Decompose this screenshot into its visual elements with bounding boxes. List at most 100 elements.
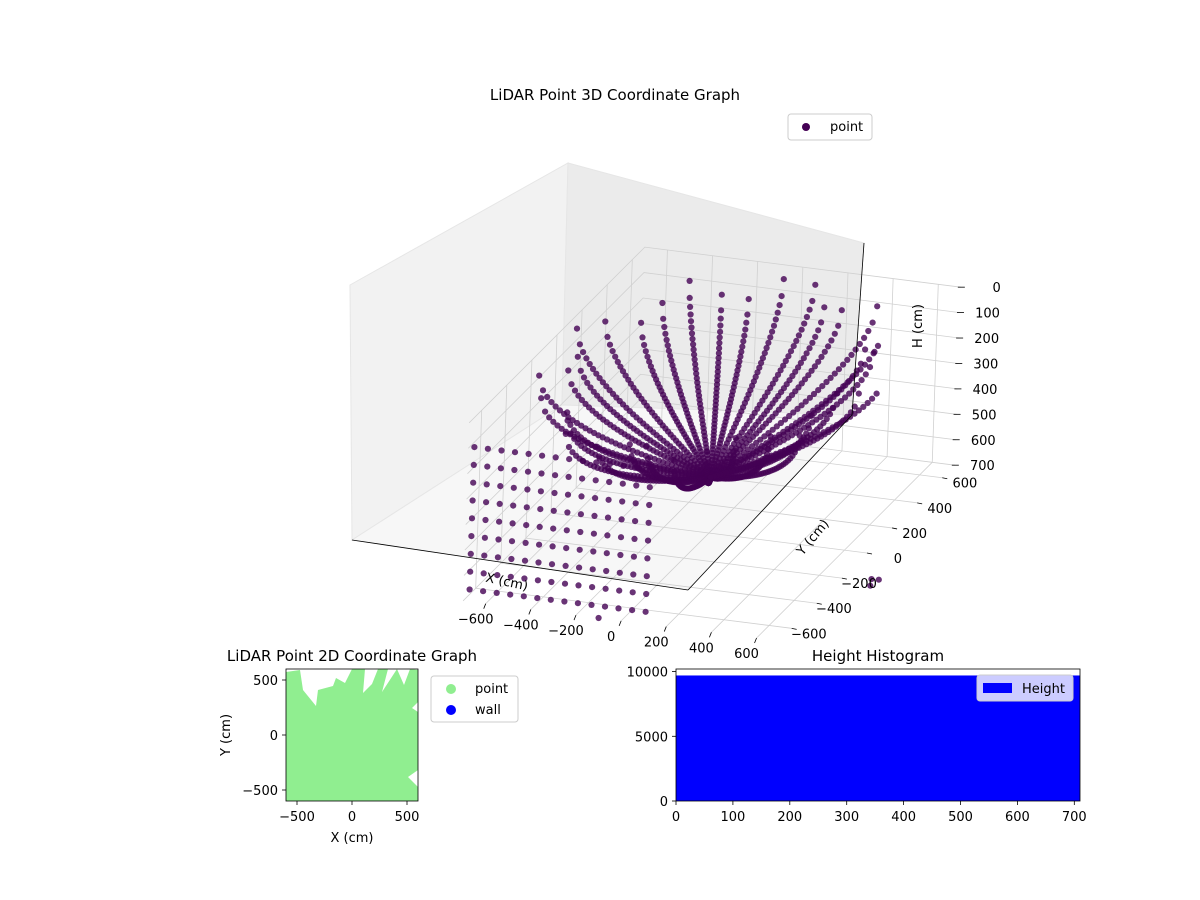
- plot-3d-point: [507, 591, 514, 598]
- plot-3d-point: [593, 370, 600, 377]
- plot-3d-ytick: [942, 477, 948, 480]
- plot-3d-point: [573, 325, 581, 332]
- plot-3d-ytick: [891, 527, 898, 530]
- plot-3d-point: [690, 346, 697, 353]
- plot-3d-point: [840, 361, 847, 368]
- plot-3d-point: [538, 395, 545, 402]
- plot-3d-point: [801, 413, 808, 421]
- histogram-legend: Height: [976, 674, 1074, 702]
- histogram-title: Height Histogram: [812, 647, 944, 665]
- plot-3d-point: [552, 472, 559, 479]
- plot-3d-point: [605, 496, 612, 503]
- plot-3d-point: [523, 504, 530, 511]
- plot-3d-point: [577, 367, 584, 374]
- plot-3d-point: [663, 336, 670, 343]
- plot-3d-point: [718, 307, 725, 314]
- plot-3d-point: [715, 354, 722, 362]
- plot-3d-point: [497, 465, 504, 472]
- plot-3d-point: [630, 553, 638, 560]
- plot-3d-point: [763, 344, 770, 352]
- plot-3d-point: [596, 375, 603, 382]
- plot-3d-point: [566, 456, 573, 463]
- plot-3d-point: [855, 390, 862, 397]
- plot-3d-point: [644, 455, 652, 462]
- plot-3d-point: [576, 341, 584, 348]
- plot-3d-point: [835, 322, 842, 329]
- plot-3d-point: [707, 474, 715, 481]
- histogram-xtick-label: 400: [891, 810, 916, 825]
- plot-3d-point: [716, 345, 723, 352]
- plot-3d-point: [818, 353, 825, 360]
- plot-3d-point: [556, 407, 564, 414]
- plot-3d-point: [812, 281, 819, 288]
- plot-3d-point: [692, 361, 699, 368]
- plot-3d-point: [780, 362, 787, 369]
- plot-3d-point: [494, 572, 501, 579]
- plot-3d-point: [619, 480, 626, 487]
- plot-3d-point: [857, 366, 864, 373]
- plot-3d-point: [738, 348, 745, 355]
- plot-3d-point: [687, 318, 695, 325]
- plot-3d-title: LiDAR Point 3D Coordinate Graph: [490, 86, 740, 104]
- plot-3d-point: [493, 589, 500, 597]
- plot-3d-point: [494, 554, 501, 561]
- plot-3d-ztick-label: 500: [972, 408, 997, 423]
- plot-3d-point: [759, 355, 767, 362]
- plot-3d-point: [561, 580, 569, 587]
- plot-3d-xtick-label: −400: [503, 618, 539, 633]
- plot-3d-point: [774, 371, 782, 378]
- plot-3d-point: [856, 340, 863, 348]
- plot-3d-point: [548, 399, 555, 406]
- plot-3d-point: [744, 311, 751, 318]
- plot-3d-point: [814, 404, 821, 411]
- plot-3d-point: [869, 319, 876, 326]
- histogram-xtick-label: 100: [720, 810, 745, 825]
- plot-3d-point: [497, 483, 504, 490]
- plot-3d-ztick-label: 300: [973, 357, 998, 372]
- plot-3d-point: [632, 518, 639, 525]
- plot-3d-point: [589, 365, 597, 373]
- plot-3d-point: [765, 446, 772, 453]
- histogram-frame: [675, 668, 1081, 802]
- plot-3d-point: [846, 390, 853, 397]
- plot-3d-point: [790, 343, 797, 350]
- plot-3d-ytick-label: 600: [952, 477, 977, 492]
- plot-3d-point: [595, 614, 602, 622]
- plot-3d-point: [576, 546, 583, 553]
- plot-3d-point: [584, 379, 591, 386]
- plot-3d-xtick: [663, 626, 667, 632]
- plot-3d-point: [468, 533, 475, 540]
- plot-3d-xtick-label: −600: [458, 613, 494, 628]
- plot-3d-point: [806, 394, 814, 401]
- plot-3d-point: [805, 425, 813, 432]
- plot-3d-point: [468, 515, 476, 522]
- plot-3d-point: [590, 530, 598, 537]
- plot-3d-point: [777, 419, 785, 427]
- plot-3d-point: [844, 356, 851, 363]
- plot-3d-point: [536, 372, 543, 379]
- plot-3d-point: [761, 350, 768, 357]
- plot-3d-point: [691, 356, 698, 363]
- plot-3d-point: [576, 564, 583, 571]
- plot-3d-point: [828, 337, 835, 344]
- plot-3d-point: [537, 488, 545, 495]
- plot-3d-point: [780, 276, 787, 283]
- plot-3d-ytick: [841, 577, 847, 580]
- plot-3d-point: [848, 351, 855, 358]
- plot-3d-point: [609, 348, 616, 355]
- plot-3d-point: [587, 384, 594, 391]
- plot-3d-point: [467, 568, 474, 575]
- plot-3d-point: [769, 426, 776, 433]
- plot-3d-point: [815, 387, 822, 394]
- plot-3d-point: [703, 460, 710, 467]
- plot-2d-xtick-label: 0: [348, 810, 356, 825]
- plot-3d-point: [855, 407, 862, 414]
- plot-3d-point: [786, 412, 793, 420]
- plot-3d-point: [550, 507, 557, 514]
- plot-3d-point: [583, 355, 590, 362]
- plot-3d-point: [564, 417, 571, 424]
- plot-3d-point: [510, 484, 517, 491]
- plot-3d-point: [561, 598, 568, 605]
- plot-3d-point: [782, 416, 789, 423]
